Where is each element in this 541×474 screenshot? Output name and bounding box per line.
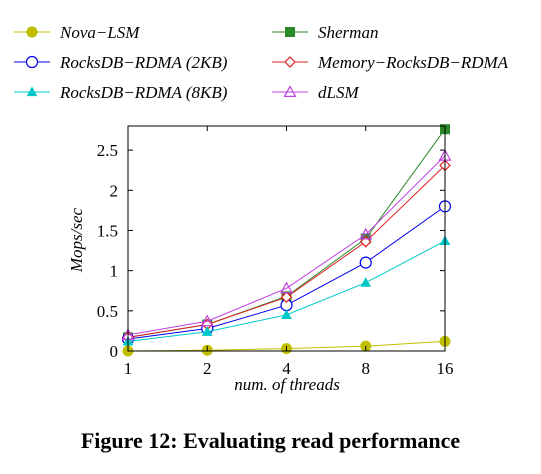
legend-marker (25, 55, 39, 69)
legend-label: RocksDB−RDMA (8KB) (59, 83, 228, 102)
figure-caption: Figure 12: Evaluating read performance (80, 428, 461, 453)
data-point (280, 291, 293, 304)
legend-entry: RocksDB−RDMA (2KB) (14, 53, 228, 72)
legend-entry: Memory−RocksDB−RDMA (272, 53, 509, 72)
data-point (279, 281, 294, 294)
series-line (127, 155, 446, 336)
y-tick-label: 0 (110, 342, 119, 361)
data-point (201, 326, 213, 336)
legend-marker (26, 26, 38, 38)
x-tick-label: 2 (203, 359, 212, 378)
series-line (127, 205, 446, 340)
legend-label: RocksDB−RDMA (2KB) (59, 53, 228, 72)
legend-entry: Nova−LSM (14, 23, 140, 42)
legend-label: Nova−LSM (59, 23, 140, 42)
y-tick-label: 1 (110, 262, 119, 281)
data-point (360, 277, 372, 287)
x-axis-label: num. of threads (234, 375, 340, 394)
series-4 (122, 235, 451, 346)
x-tick-label: 4 (282, 359, 291, 378)
data-point (359, 256, 372, 269)
legend-marker (285, 27, 295, 37)
data-point (359, 227, 373, 240)
legend-entry: RocksDB−RDMA (8KB) (14, 83, 228, 102)
x-tick-label: 16 (437, 359, 454, 378)
data-point (200, 314, 214, 327)
y-tick-label: 1.5 (97, 221, 118, 240)
y-tick-label: 2.5 (97, 141, 118, 160)
chart: Nova−LSM Sherman RocksDB−RDMA (2KB) Memory−… (14, 23, 509, 394)
y-tick-label: 2 (110, 181, 119, 200)
legend-label: dLSM (318, 83, 359, 102)
legend-entry: Sherman (272, 23, 378, 42)
legend-label: Sherman (318, 23, 378, 42)
legend-marker (26, 86, 38, 97)
x-tick-label: 1 (124, 359, 133, 378)
legend: Nova−LSM Sherman RocksDB−RDMA (2KB) Memory−… (14, 23, 509, 102)
plot-area (121, 124, 452, 357)
legend-entry: dLSM (272, 83, 359, 102)
y-tick-label: 0.5 (97, 302, 118, 321)
legend-marker (283, 85, 297, 98)
axes: 0 0.5 1 1.5 2 2.5 1 2 4 8 16 (97, 125, 454, 378)
legend-label: Memory−RocksDB−RDMA (317, 53, 509, 72)
legend-marker (284, 56, 296, 68)
data-point (281, 309, 292, 319)
series-2 (121, 200, 452, 346)
y-axis-label: Mops/sec (67, 207, 86, 273)
x-tick-label: 8 (362, 359, 371, 378)
